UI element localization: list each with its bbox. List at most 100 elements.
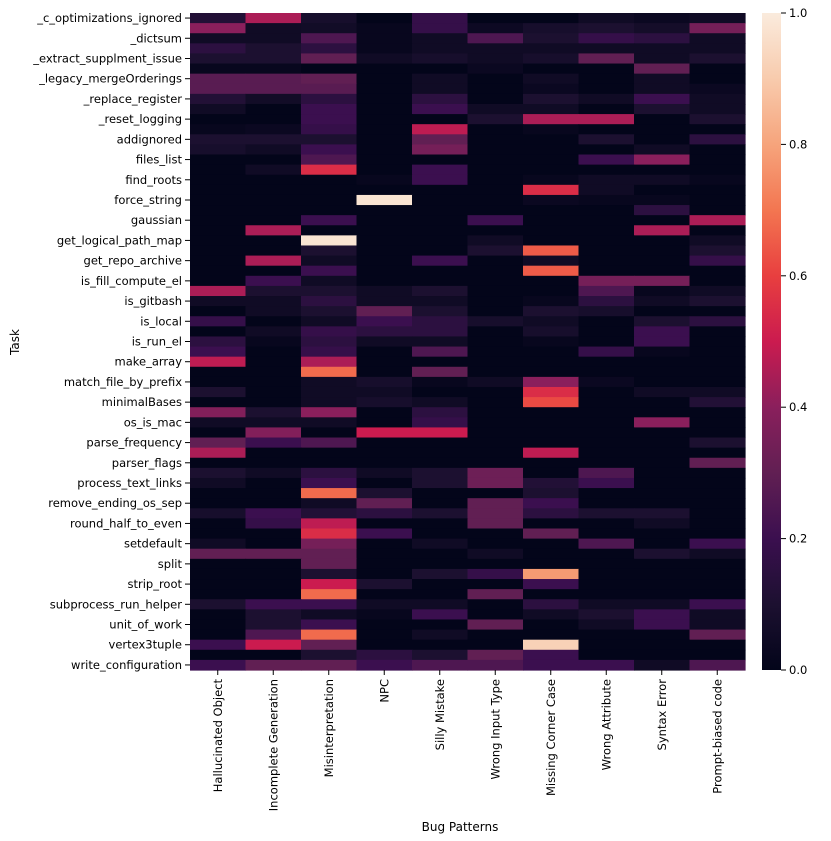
heatmap-cell xyxy=(356,548,413,560)
heatmap-cell xyxy=(523,599,580,610)
heatmap-cell xyxy=(578,528,635,540)
heatmap-cell xyxy=(245,457,302,469)
heatmap-cell xyxy=(301,568,358,580)
heatmap-cell xyxy=(467,417,524,429)
heatmap-cell xyxy=(467,235,524,247)
heatmap-cell xyxy=(356,306,413,317)
heatmap-cell xyxy=(634,639,691,651)
heatmap-cell xyxy=(412,589,469,600)
heatmap-cell xyxy=(634,528,691,540)
heatmap-cell xyxy=(356,639,413,651)
heatmap-cell xyxy=(634,194,691,206)
heatmap-cell xyxy=(245,53,302,65)
heatmap-cell xyxy=(578,437,635,449)
heatmap-cell xyxy=(356,437,413,449)
heatmap-cell xyxy=(634,23,691,34)
heatmap-cell xyxy=(190,245,247,257)
heatmap-cell xyxy=(578,144,635,156)
heatmap-cell xyxy=(245,13,302,24)
heatmap-cell xyxy=(245,447,302,459)
heatmap-cell xyxy=(689,296,746,307)
heatmap-cell xyxy=(412,215,469,226)
heatmap-cell xyxy=(190,589,247,600)
heatmap-cell xyxy=(356,609,413,621)
heatmap-cell xyxy=(356,144,413,156)
heatmap-cell xyxy=(467,205,524,216)
heatmap-cell xyxy=(190,518,247,530)
heatmap-cell xyxy=(578,397,635,408)
heatmap-cell xyxy=(578,558,635,570)
heatmap-cell xyxy=(467,508,524,519)
x-tick-label: Incomplete Generation xyxy=(266,679,280,811)
heatmap-cell xyxy=(467,629,524,641)
heatmap-cell xyxy=(578,285,635,297)
heatmap-cell xyxy=(689,73,746,85)
y-tick-label: is_run_el xyxy=(132,335,182,349)
heatmap-cell xyxy=(301,609,358,621)
colorbar-gradient xyxy=(762,13,781,670)
heatmap-cell xyxy=(689,619,746,631)
heatmap-cell xyxy=(689,134,746,145)
heatmap-cell xyxy=(301,63,358,75)
heatmap-cell xyxy=(523,366,580,378)
heatmap-cell xyxy=(523,83,580,95)
heatmap-cell xyxy=(578,376,635,388)
heatmap-cell xyxy=(245,205,302,216)
heatmap-cell xyxy=(634,235,691,247)
heatmap-cell xyxy=(578,215,635,226)
heatmap-cell xyxy=(523,568,580,580)
heatmap-cell xyxy=(301,326,358,338)
heatmap-cell xyxy=(356,649,413,661)
heatmap-cell xyxy=(301,366,358,378)
heatmap-cell xyxy=(245,164,302,176)
heatmap-cell xyxy=(689,437,746,449)
heatmap-cell xyxy=(356,205,413,216)
heatmap-cell xyxy=(467,225,524,236)
heatmap-cell xyxy=(356,498,413,509)
heatmap-cell xyxy=(634,285,691,297)
heatmap-cell xyxy=(467,306,524,317)
heatmap-cell xyxy=(634,447,691,459)
heatmap-cell xyxy=(190,154,247,166)
heatmap-cell xyxy=(245,548,302,560)
heatmap-cell xyxy=(634,659,691,671)
heatmap-cell xyxy=(412,13,469,24)
y-tick-label: force_string xyxy=(114,193,182,207)
heatmap-cell xyxy=(245,477,302,489)
heatmap-cell xyxy=(356,508,413,519)
heatmap-cell xyxy=(689,43,746,55)
heatmap-cell xyxy=(689,356,746,368)
heatmap-cell xyxy=(190,619,247,631)
heatmap-cell xyxy=(634,346,691,358)
heatmap-cell xyxy=(689,93,746,105)
heatmap-cell xyxy=(301,174,358,186)
heatmap-cell xyxy=(634,397,691,408)
heatmap-cell xyxy=(689,124,746,135)
heatmap-cell xyxy=(190,114,247,125)
heatmap-cell xyxy=(578,114,635,125)
heatmap-cell xyxy=(578,53,635,65)
heatmap-cell xyxy=(245,376,302,388)
heatmap-cell xyxy=(356,43,413,55)
heatmap-cell xyxy=(301,579,358,590)
heatmap-cell xyxy=(634,164,691,176)
colorbar-tick-label: 0.0 xyxy=(789,663,807,677)
heatmap-cell xyxy=(578,639,635,651)
heatmap-cell xyxy=(523,629,580,641)
heatmap-cell xyxy=(190,498,247,509)
heatmap-cell xyxy=(523,528,580,540)
heatmap-cell xyxy=(634,154,691,166)
heatmap-cell xyxy=(356,528,413,540)
heatmap-cell xyxy=(301,164,358,176)
heatmap-cell xyxy=(578,235,635,247)
heatmap-cell xyxy=(190,427,247,439)
heatmap-cell xyxy=(301,184,358,196)
heatmap-cell xyxy=(634,619,691,631)
heatmap-cell xyxy=(578,447,635,459)
heatmap-cell xyxy=(634,33,691,44)
heatmap-cell xyxy=(467,53,524,65)
heatmap-cell xyxy=(301,498,358,509)
heatmap-cell xyxy=(412,356,469,368)
heatmap-cell xyxy=(245,215,302,226)
heatmap-cell xyxy=(190,174,247,186)
